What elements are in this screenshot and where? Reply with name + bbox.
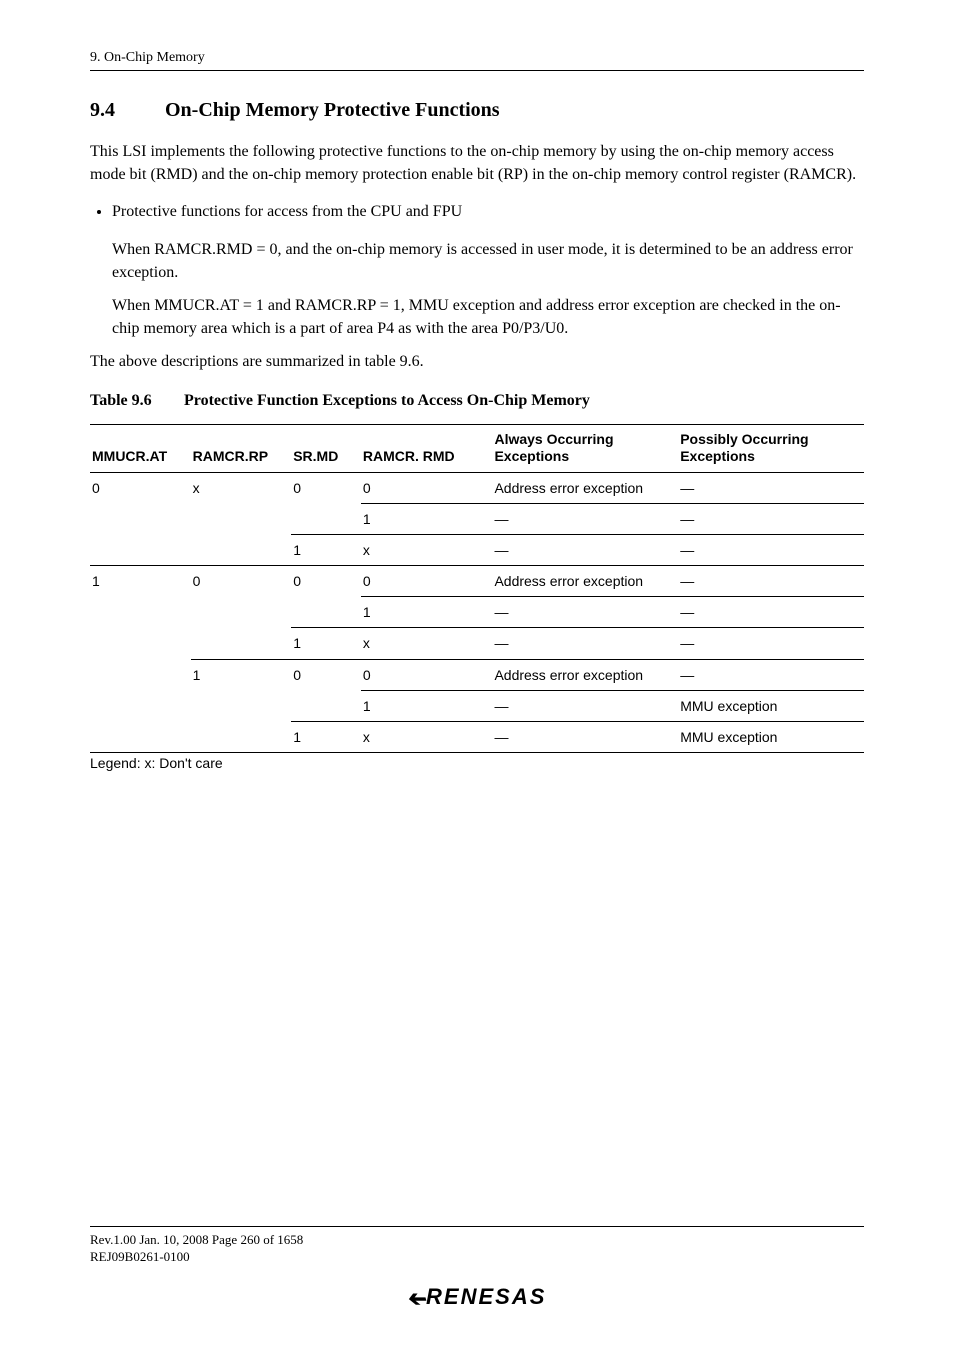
- cell: x: [361, 722, 493, 753]
- footer-revision: Rev.1.00 Jan. 10, 2008 Page 260 of 1658: [90, 1232, 303, 1247]
- cell: Address error exception: [492, 659, 678, 690]
- cell: 1: [291, 722, 361, 753]
- cell: 0: [361, 566, 493, 597]
- cell: MMU exception: [678, 722, 864, 753]
- table-row: 1 — —: [90, 503, 864, 534]
- cell: 1: [191, 659, 292, 690]
- chapter-ref: 9. On-Chip Memory: [90, 50, 205, 65]
- cell: —: [492, 534, 678, 565]
- table-row: 1 0 0 Address error exception —: [90, 659, 864, 690]
- logo-swoosh-icon: ➔: [408, 1286, 428, 1312]
- summary-paragraph: The above descriptions are summarized in…: [90, 350, 864, 373]
- cell: —: [678, 472, 864, 503]
- cell: [90, 597, 191, 628]
- cell: x: [361, 628, 493, 659]
- th-possibly-exceptions: Possibly Occurring Exceptions: [678, 424, 864, 472]
- cell: —: [492, 722, 678, 753]
- footer-docnum: REJ09B0261-0100: [90, 1249, 190, 1264]
- cell: 0: [291, 472, 361, 503]
- cell: [291, 690, 361, 721]
- cell: [291, 503, 361, 534]
- cell: —: [492, 628, 678, 659]
- cell: x: [361, 534, 493, 565]
- bullet-list: Protective functions for access from the…: [90, 200, 864, 223]
- section-heading: 9.4 On-Chip Memory Protective Functions: [90, 99, 864, 122]
- cell: Address error exception: [492, 472, 678, 503]
- table-caption-text: Protective Function Exceptions to Access…: [184, 392, 590, 409]
- cell: 1: [90, 566, 191, 597]
- bullet-item-1: Protective functions for access from the…: [112, 200, 864, 223]
- table-caption: Table 9.6 Protective Function Exceptions…: [90, 392, 864, 410]
- cell: 0: [361, 659, 493, 690]
- cell: [291, 597, 361, 628]
- table-header-row: MMUCR.AT RAMCR.RP SR.MD RAMCR. RMD Alway…: [90, 424, 864, 472]
- logo-text: RENESAS: [426, 1284, 546, 1309]
- footer-text: Rev.1.00 Jan. 10, 2008 Page 260 of 1658 …: [90, 1226, 864, 1266]
- table-row: 1 — MMU exception: [90, 690, 864, 721]
- cell: [191, 722, 292, 753]
- cell: —: [678, 566, 864, 597]
- cell: —: [678, 628, 864, 659]
- cell: [90, 659, 191, 690]
- cell: 1: [291, 628, 361, 659]
- cell: [191, 690, 292, 721]
- cell: 0: [361, 472, 493, 503]
- cell: —: [678, 534, 864, 565]
- cell: [191, 597, 292, 628]
- cell: 1: [361, 597, 493, 628]
- cell: [90, 690, 191, 721]
- cell: 0: [291, 659, 361, 690]
- protective-exceptions-table: MMUCR.AT RAMCR.RP SR.MD RAMCR. RMD Alway…: [90, 424, 864, 754]
- renesas-logo: ➔RENESAS: [90, 1284, 864, 1310]
- cell: 1: [361, 690, 493, 721]
- cell: 0: [291, 566, 361, 597]
- cell: —: [678, 597, 864, 628]
- cell: —: [678, 503, 864, 534]
- cell: —: [492, 690, 678, 721]
- th-sr-md: SR.MD: [291, 424, 361, 472]
- cell: 0: [191, 566, 292, 597]
- cell: [191, 503, 292, 534]
- cell: [191, 534, 292, 565]
- th-ramcr-rmd: RAMCR. RMD: [361, 424, 493, 472]
- th-ramcr-rp: RAMCR.RP: [191, 424, 292, 472]
- cell: [90, 534, 191, 565]
- cell: [90, 722, 191, 753]
- cell: —: [492, 597, 678, 628]
- section-number: 9.4: [90, 99, 160, 122]
- cell: x: [191, 472, 292, 503]
- table-row: 1 0 0 0 Address error exception —: [90, 566, 864, 597]
- cell: —: [492, 503, 678, 534]
- cell: [90, 628, 191, 659]
- indent-paragraph-2: When MMUCR.AT = 1 and RAMCR.RP = 1, MMU …: [112, 294, 864, 340]
- table-row: 1 x — MMU exception: [90, 722, 864, 753]
- indent-paragraph-1: When RAMCR.RMD = 0, and the on-chip memo…: [112, 238, 864, 284]
- section-title: On-Chip Memory Protective Functions: [165, 99, 500, 121]
- th-always-exceptions: Always Occurring Exceptions: [492, 424, 678, 472]
- table-row: 1 x — —: [90, 534, 864, 565]
- intro-paragraph: This LSI implements the following protec…: [90, 140, 864, 186]
- cell: Address error exception: [492, 566, 678, 597]
- cell: [191, 628, 292, 659]
- table-row: 1 x — —: [90, 628, 864, 659]
- th-mmucr-at: MMUCR.AT: [90, 424, 191, 472]
- cell: 0: [90, 472, 191, 503]
- cell: 1: [361, 503, 493, 534]
- page: 9. On-Chip Memory 9.4 On-Chip Memory Pro…: [0, 0, 954, 1350]
- page-footer: Rev.1.00 Jan. 10, 2008 Page 260 of 1658 …: [90, 1226, 864, 1310]
- cell: [90, 503, 191, 534]
- table-legend: Legend: x: Don't care: [90, 755, 864, 771]
- table-row: 1 — —: [90, 597, 864, 628]
- running-header: 9. On-Chip Memory: [90, 50, 864, 71]
- table-caption-number: Table 9.6: [90, 392, 180, 410]
- cell: MMU exception: [678, 690, 864, 721]
- table-row: 0 x 0 0 Address error exception —: [90, 472, 864, 503]
- cell: 1: [291, 534, 361, 565]
- cell: —: [678, 659, 864, 690]
